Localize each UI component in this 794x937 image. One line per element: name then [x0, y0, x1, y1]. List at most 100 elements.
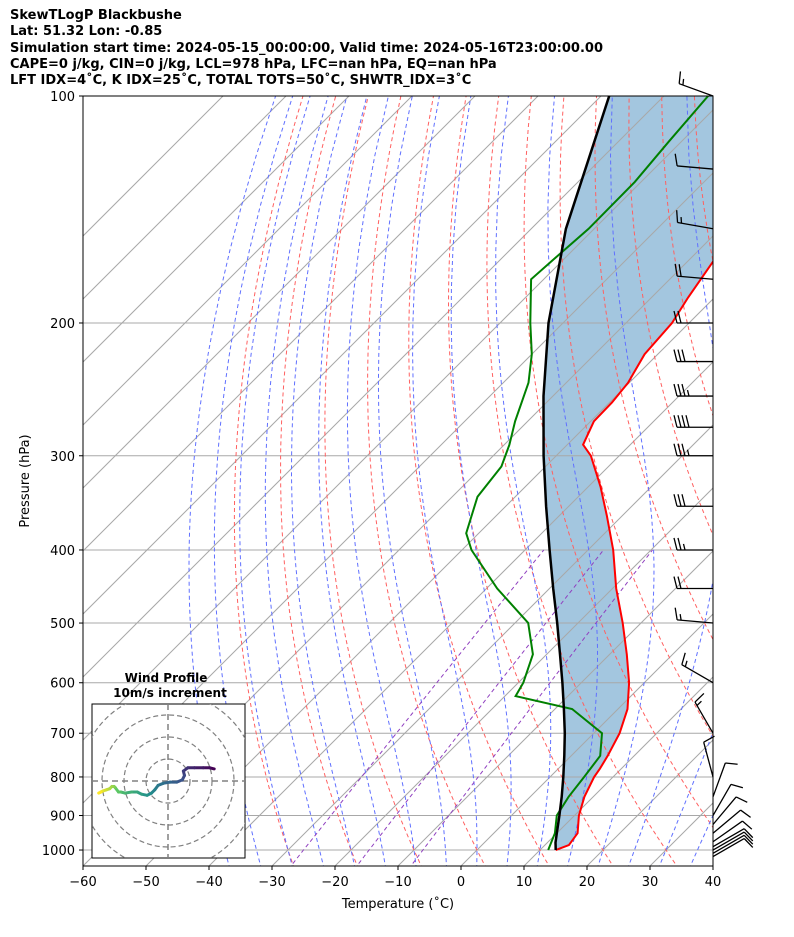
barb-staff	[712, 828, 745, 848]
wind-barb	[681, 652, 714, 684]
x-tick-label: −20	[321, 875, 348, 890]
wind-barb	[712, 837, 754, 858]
cin-area	[543, 96, 713, 850]
y-tick-label: 600	[50, 677, 75, 692]
barb-flag	[677, 310, 682, 324]
barb-staff	[712, 796, 737, 825]
wind-barb	[673, 383, 713, 397]
isotherm	[83, 96, 350, 363]
barb-flag	[673, 443, 678, 456]
dry-adiabat	[661, 96, 713, 418]
dry-adiabat	[594, 96, 713, 641]
parcel-line	[542, 96, 611, 851]
isotherm	[145, 298, 713, 866]
barb-flag	[681, 443, 686, 456]
barb-flag	[673, 415, 678, 428]
barb-flag	[743, 838, 754, 848]
wind-barb	[674, 607, 714, 624]
mixing-ratio-line	[356, 549, 604, 866]
moist-adiabat	[547, 96, 598, 866]
dry-adiabat	[486, 96, 678, 866]
barb-flag	[677, 349, 682, 362]
barb-flag	[673, 576, 678, 589]
barb-staff	[677, 221, 714, 230]
y-tick-label: 400	[50, 544, 75, 559]
isotherm	[712, 865, 713, 866]
barb-staff	[678, 83, 714, 97]
moist-adiabat	[290, 96, 356, 866]
x-axis-ticks: −60 −50 −40 −30 −20 −10 0 10 20 30 40	[69, 866, 721, 890]
barb-flag	[681, 652, 686, 665]
wind-barb	[674, 263, 714, 280]
barb-flag	[703, 735, 715, 743]
moist-adiabat	[346, 96, 417, 866]
moist-adiabat	[412, 96, 478, 866]
dry-adiabat	[447, 96, 614, 866]
wind-barb	[673, 537, 713, 551]
wind-barb	[673, 576, 713, 590]
barb-flag	[673, 537, 678, 551]
barb-flag	[742, 820, 753, 830]
barb-flag	[673, 494, 678, 507]
x-tick-label: 20	[579, 875, 596, 890]
wind-barbs	[673, 71, 754, 858]
barb-flag	[725, 762, 738, 765]
isotherm	[208, 361, 713, 866]
x-tick-label: 30	[642, 875, 659, 890]
x-tick-label: −50	[132, 875, 159, 890]
barb-staff	[703, 742, 714, 778]
temperature-line	[555, 259, 713, 851]
barb-flag	[674, 607, 678, 621]
hodograph-segment	[97, 790, 103, 795]
y-tick-label: 700	[50, 727, 75, 742]
chart-header: SkewTLogP Blackbushe Lat: 51.32 Lon: -0.…	[10, 8, 780, 89]
barb-half-flag	[682, 543, 686, 551]
barb-staff	[712, 837, 745, 858]
y-tick-label: 800	[50, 771, 75, 786]
barb-half-flag	[682, 78, 685, 86]
y-axis-label: Pressure (hPa)	[18, 434, 33, 527]
moist-adiabat	[628, 96, 713, 866]
y-axis-ticks: 100 200 300 400 500 600 700 800 900 1000	[42, 90, 83, 859]
isotherm	[334, 487, 713, 866]
indices-line-1: CAPE=0 j/kg, CIN=0 j/kg, LCL=978 hPa, LF…	[10, 56, 497, 72]
mixing-ratio-line	[410, 549, 653, 866]
barb-flag	[676, 210, 679, 223]
wind-barb	[673, 310, 713, 324]
wind-barb	[712, 820, 753, 843]
barb-half-flag	[696, 700, 702, 706]
wind-barb	[673, 443, 713, 457]
barb-flag	[735, 796, 748, 803]
barb-half-flag	[679, 614, 682, 621]
x-tick-label: −40	[195, 875, 222, 890]
isotherm	[271, 424, 713, 866]
isotherm	[460, 613, 713, 866]
barb-flag	[681, 383, 686, 397]
isotherm	[83, 96, 665, 678]
dry-adiabat	[280, 96, 358, 866]
barb-staff	[694, 701, 714, 734]
y-tick-label: 100	[50, 90, 75, 105]
wind-barb	[674, 153, 714, 170]
moist-adiabat	[318, 96, 386, 866]
barb-staff	[712, 784, 732, 816]
profile-lines	[465, 96, 713, 851]
dry-adiabat	[523, 96, 713, 829]
dry-adiabat	[760, 96, 794, 869]
isotherm	[83, 96, 413, 426]
barb-flag	[677, 576, 682, 589]
barb-half-flag	[686, 389, 690, 397]
barb-half-flag	[686, 449, 690, 456]
isotherm	[397, 550, 713, 866]
dry-adiabat	[727, 96, 794, 869]
wind-barb	[712, 796, 748, 825]
moist-adiabat	[450, 96, 512, 866]
wind-barb	[676, 210, 714, 230]
barb-flag	[674, 263, 678, 277]
wind-barb	[673, 349, 713, 363]
barb-flag	[673, 310, 678, 324]
isotherm	[83, 96, 539, 552]
wind-barb	[678, 71, 714, 97]
barb-flag	[740, 809, 751, 818]
